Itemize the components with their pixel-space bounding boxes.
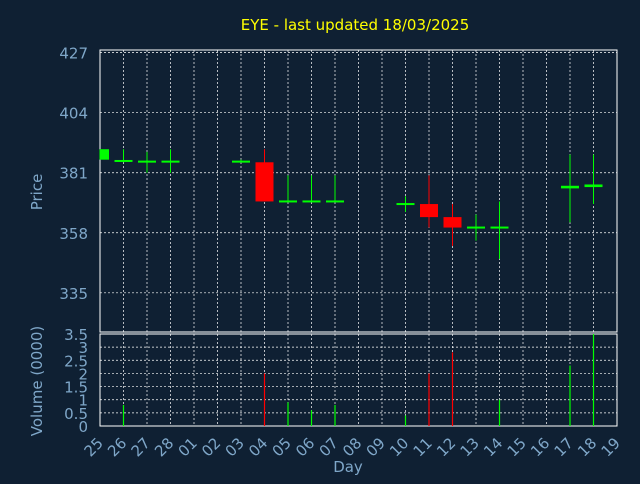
candle-body [114, 159, 133, 162]
x-tick-label: 16 [527, 434, 553, 460]
x-tick-label: 02 [198, 434, 224, 460]
x-tick-label: 17 [551, 434, 577, 460]
x-tick-label: 03 [222, 434, 248, 460]
x-tick-label: 25 [81, 434, 107, 460]
x-tick-label: 11 [410, 434, 436, 460]
price-tick-labels: 427 404 381 358 335 [59, 45, 88, 303]
price-tick-label: 358 [59, 225, 88, 243]
candle-body [326, 200, 344, 203]
x-tick-label: 13 [457, 434, 483, 460]
volume-axis-label: Volume (0000) [28, 326, 46, 436]
x-tick-label: 01 [175, 434, 201, 460]
x-tick-label: 15 [504, 434, 530, 460]
candle-body [490, 226, 509, 229]
candle-body [255, 162, 274, 202]
volume-tick-label: 2.5 [64, 352, 88, 370]
x-tick-label: 28 [151, 434, 177, 460]
x-tick-label: 19 [598, 434, 624, 460]
candle-body [100, 149, 109, 160]
volume-tick-label: 1.5 [64, 379, 88, 397]
price-tick-label: 335 [59, 285, 88, 303]
x-tick-label: 06 [292, 434, 318, 460]
price-tick-label: 427 [59, 45, 88, 63]
candle-body [302, 200, 321, 203]
x-tick-label: 26 [104, 434, 130, 460]
x-tick-label: 04 [245, 434, 271, 460]
x-tick-label: 10 [386, 434, 412, 460]
price-axis-label: Price [28, 174, 46, 211]
candle-body [584, 184, 603, 188]
candle-body [396, 203, 415, 206]
candle-body [561, 185, 579, 189]
x-tick-label: 27 [128, 434, 154, 460]
candle-body [443, 217, 462, 228]
price-tick-label: 381 [59, 165, 88, 183]
volume-tick-label: 0.5 [64, 405, 88, 423]
x-tick-label: 12 [433, 434, 459, 460]
candle-body [279, 200, 297, 203]
candle-body [161, 160, 180, 163]
x-axis-label: Day [333, 458, 363, 476]
candles-group [99, 149, 603, 259]
price-tick-label: 404 [59, 105, 88, 123]
x-tick-label: 05 [269, 434, 295, 460]
x-tick-label: 14 [480, 434, 506, 460]
x-tick-label: 08 [339, 434, 365, 460]
volume-tick-label: 0 [78, 418, 88, 436]
candle-body [138, 160, 156, 163]
volume-tick-label: 2 [78, 365, 88, 383]
candle-body [232, 160, 250, 163]
candle-body [420, 204, 438, 218]
price-grid [99, 49, 618, 333]
volume-tick-labels: 3.532.521.510.50 [64, 326, 88, 436]
x-tick-labels: 2526272801020304050607080910111213141516… [81, 434, 624, 460]
volume-tick-label: 3.5 [64, 326, 88, 344]
volume-grid [99, 333, 618, 427]
x-tick-label: 09 [363, 434, 389, 460]
volume-tick-label: 3 [78, 339, 88, 357]
x-tick-label: 18 [574, 434, 600, 460]
chart-title: EYE - last updated 18/03/2025 [241, 16, 470, 34]
candle-body [467, 226, 485, 229]
volume-tick-label: 1 [78, 392, 88, 410]
volume-bars-group [122, 334, 595, 426]
x-tick-label: 07 [316, 434, 342, 460]
